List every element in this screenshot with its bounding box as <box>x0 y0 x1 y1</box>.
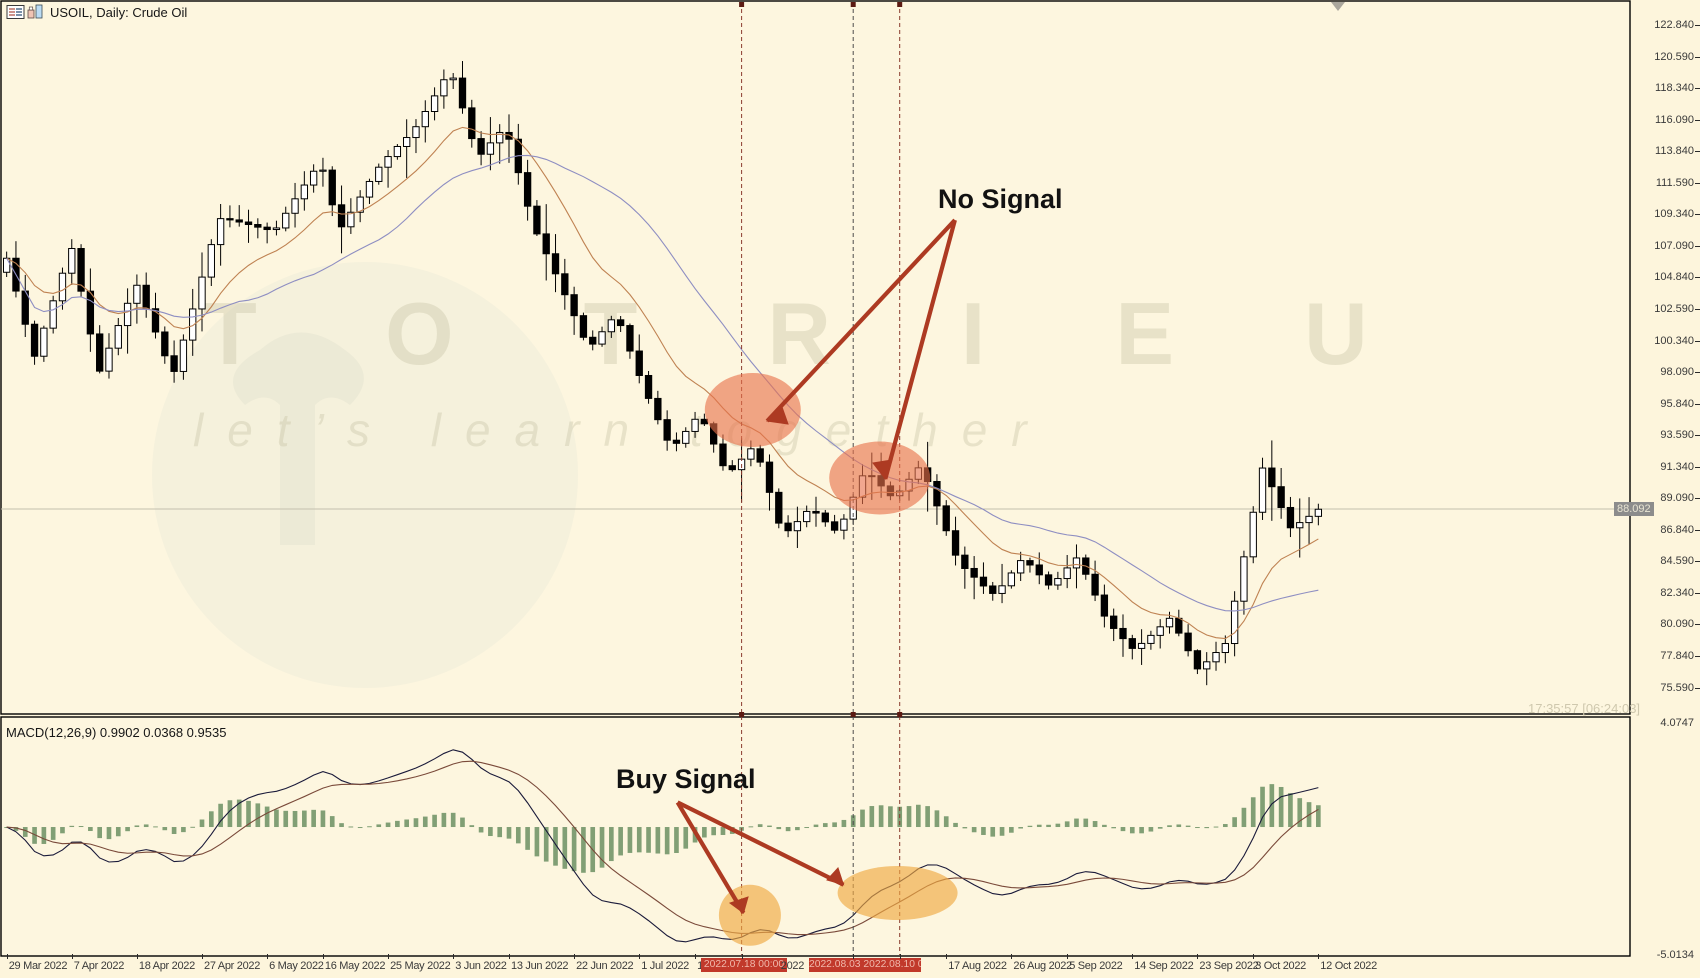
svg-text:USOIL, Daily: Crude Oil: USOIL, Daily: Crude Oil <box>50 5 187 20</box>
